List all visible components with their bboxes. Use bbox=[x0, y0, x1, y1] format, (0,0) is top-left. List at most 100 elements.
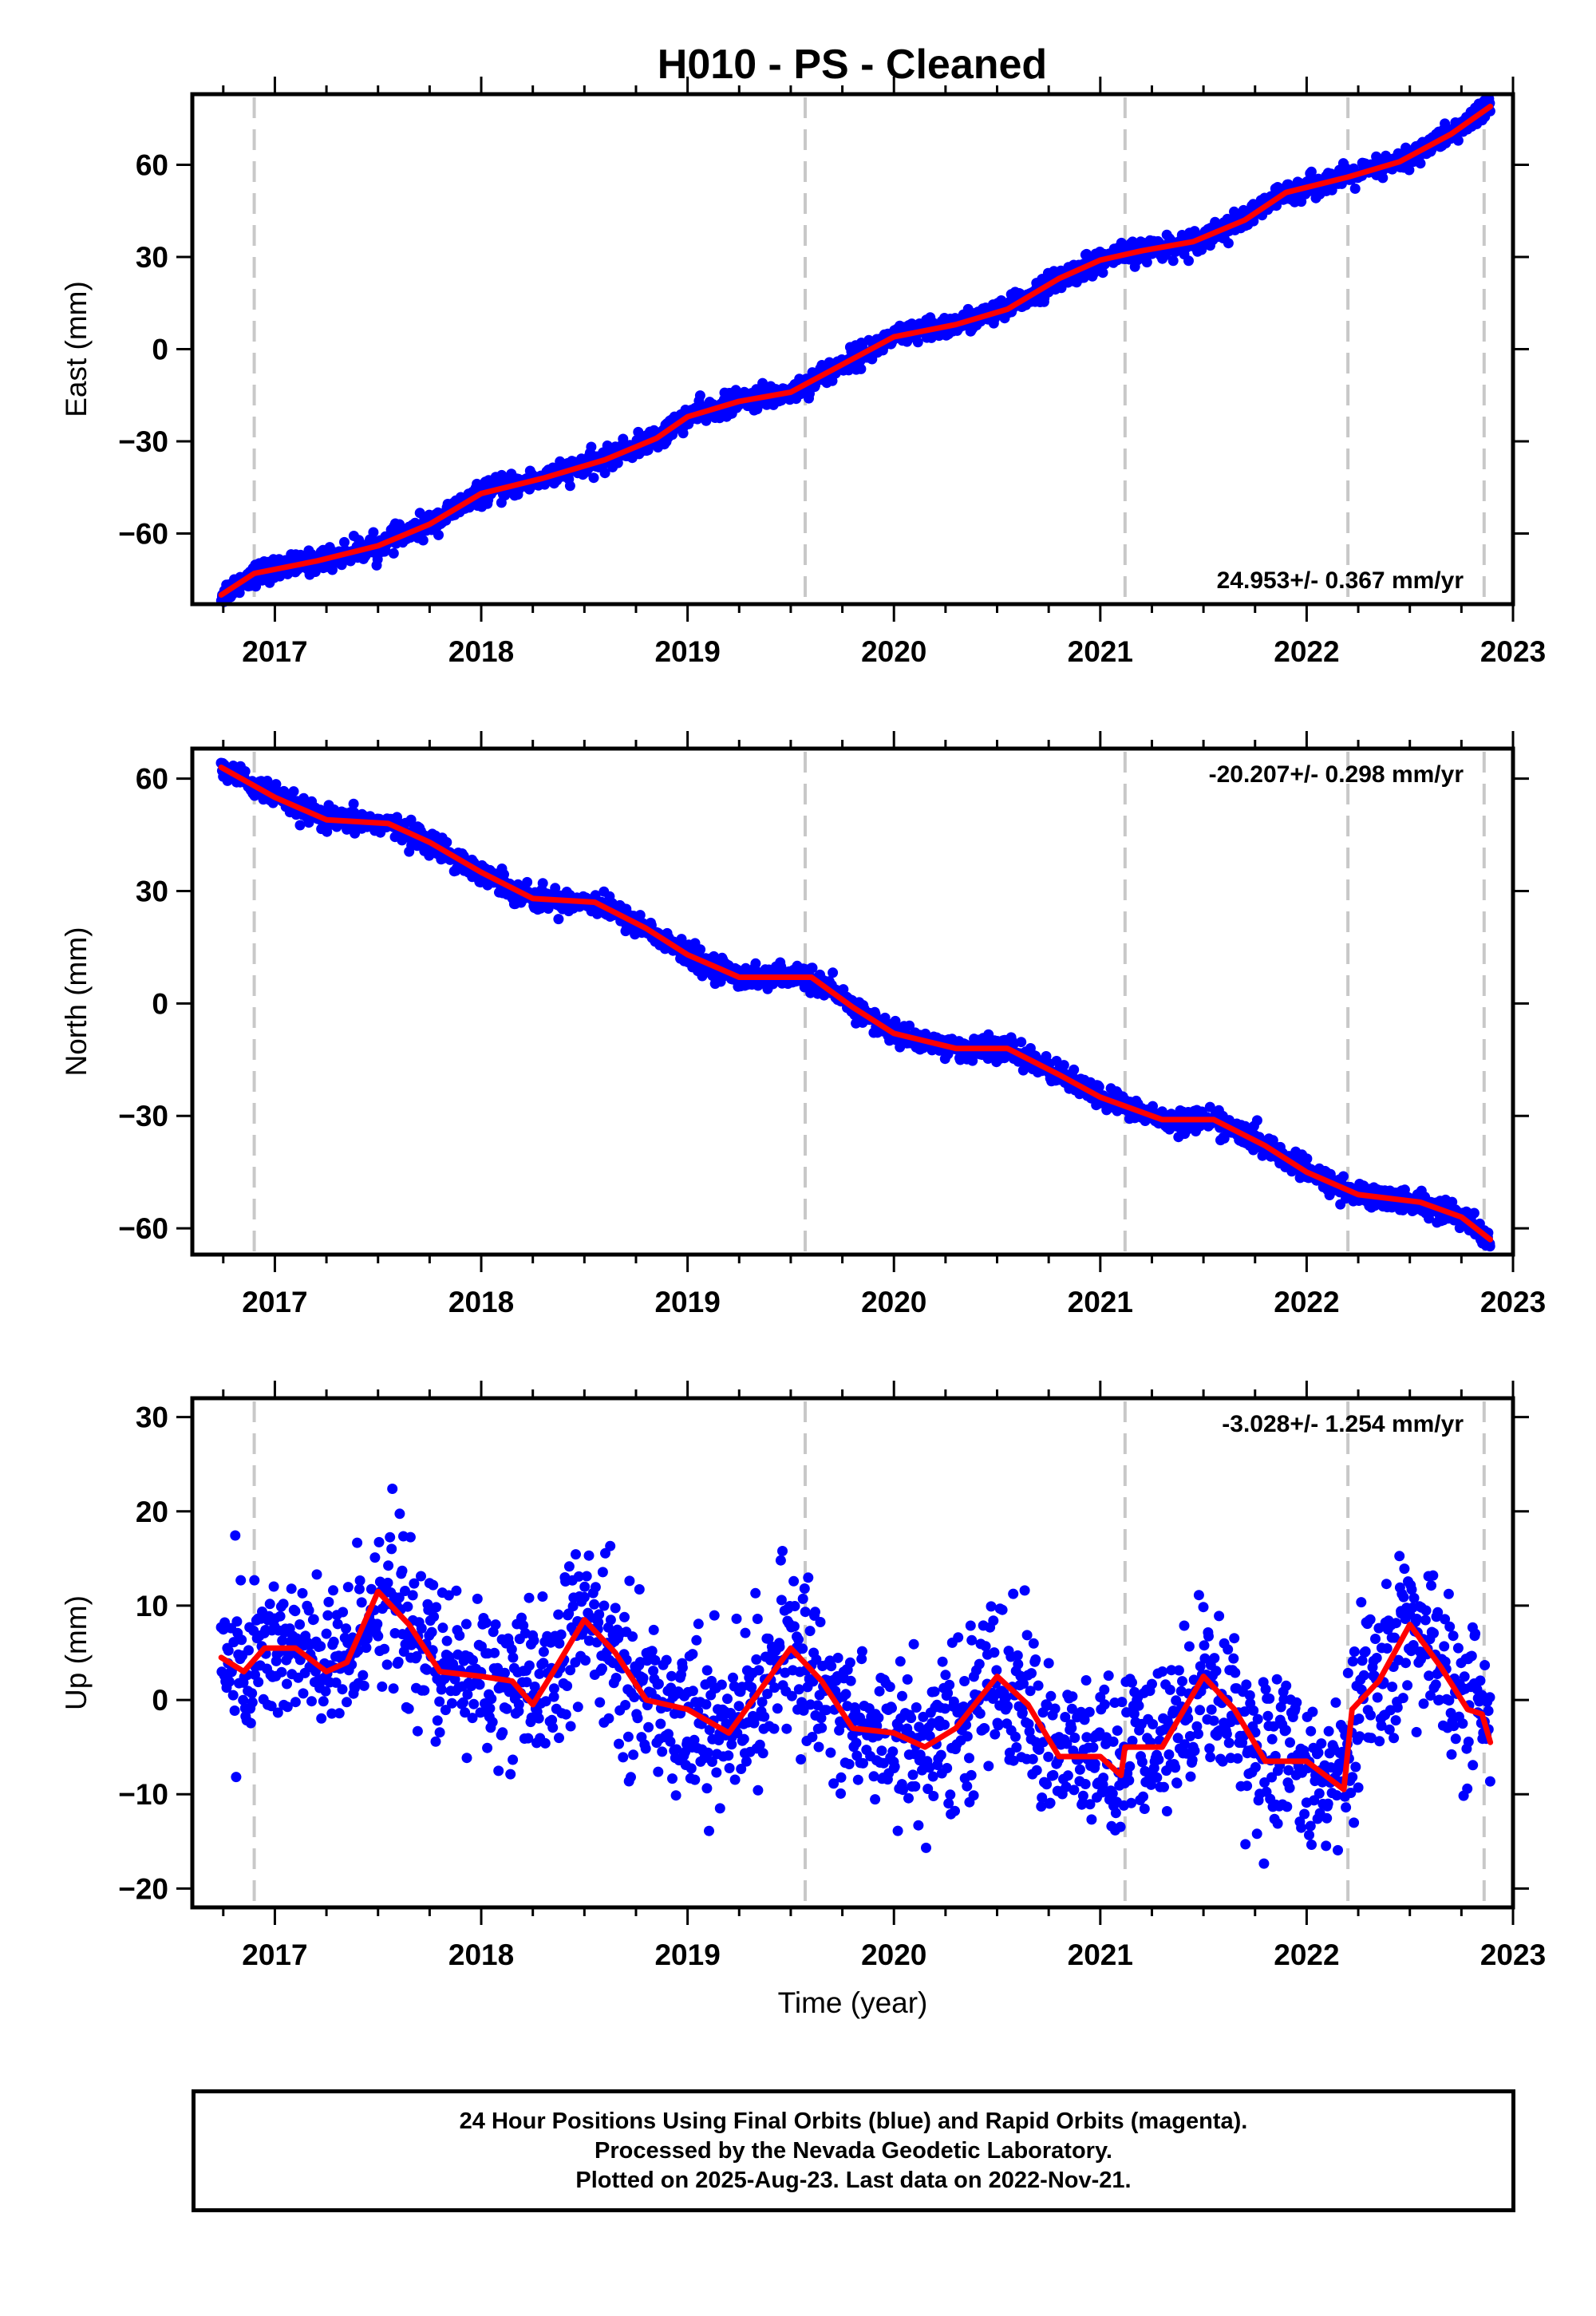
data-point bbox=[619, 1611, 630, 1622]
data-point bbox=[428, 1579, 439, 1591]
data-point bbox=[579, 1581, 591, 1592]
chart-title: H010 - PS - Cleaned bbox=[658, 41, 1047, 88]
data-point bbox=[793, 1634, 804, 1645]
data-point bbox=[387, 1484, 398, 1494]
data-point bbox=[487, 1717, 498, 1728]
data-point bbox=[382, 1577, 393, 1588]
data-point bbox=[341, 1623, 352, 1634]
data-point bbox=[689, 1774, 701, 1785]
data-point bbox=[597, 1663, 607, 1674]
data-point bbox=[227, 1690, 239, 1701]
data-point bbox=[911, 1702, 922, 1713]
data-point bbox=[253, 1677, 264, 1688]
data-point bbox=[594, 1609, 605, 1620]
data-point bbox=[722, 1694, 733, 1705]
data-point bbox=[921, 1842, 931, 1853]
data-point bbox=[311, 1569, 322, 1580]
data-point bbox=[297, 1587, 308, 1599]
data-point bbox=[271, 779, 282, 790]
data-point bbox=[229, 1705, 240, 1716]
data-point bbox=[522, 876, 533, 887]
data-point bbox=[417, 535, 429, 546]
x-tick-label: 2017 bbox=[242, 1286, 307, 1318]
data-point bbox=[537, 1591, 548, 1602]
data-point bbox=[804, 1626, 816, 1637]
data-point bbox=[781, 1723, 792, 1734]
data-point bbox=[907, 1769, 918, 1780]
data-point bbox=[648, 1624, 659, 1635]
data-point bbox=[701, 1665, 713, 1676]
data-point bbox=[393, 1656, 404, 1667]
data-point bbox=[586, 441, 597, 453]
data-point bbox=[887, 1746, 899, 1757]
x-tick-label: 2023 bbox=[1480, 1286, 1546, 1318]
data-point bbox=[661, 1654, 672, 1666]
data-point bbox=[966, 1769, 977, 1780]
data-point bbox=[474, 1679, 485, 1690]
data-point bbox=[338, 1607, 349, 1618]
data-point bbox=[816, 1722, 828, 1733]
data-point bbox=[939, 1719, 950, 1730]
data-point bbox=[472, 1593, 483, 1604]
data-point bbox=[768, 1723, 780, 1734]
data-point bbox=[373, 1630, 384, 1642]
data-point bbox=[815, 1617, 826, 1627]
data-point bbox=[402, 1601, 413, 1612]
data-point bbox=[844, 1657, 855, 1668]
data-point bbox=[580, 1655, 591, 1666]
data-point bbox=[927, 1771, 938, 1782]
data-point bbox=[590, 1582, 601, 1593]
data-point bbox=[962, 1731, 973, 1742]
data-point bbox=[397, 1565, 408, 1576]
data-point bbox=[685, 1763, 697, 1774]
data-point bbox=[693, 1618, 704, 1630]
data-point bbox=[298, 1688, 309, 1699]
data-point bbox=[826, 1661, 837, 1672]
data-point bbox=[245, 1717, 256, 1729]
data-point bbox=[716, 1679, 727, 1690]
data-point bbox=[501, 1703, 512, 1714]
data-point bbox=[775, 1555, 786, 1566]
data-point bbox=[1141, 257, 1152, 268]
data-point bbox=[372, 1618, 383, 1630]
data-point bbox=[695, 944, 706, 955]
data-point bbox=[620, 1700, 631, 1710]
x-tick-label: 2020 bbox=[861, 635, 926, 668]
data-point bbox=[838, 984, 849, 995]
data-point bbox=[750, 1587, 761, 1599]
data-point bbox=[694, 390, 705, 401]
data-point bbox=[316, 1713, 327, 1724]
data-point bbox=[419, 1685, 430, 1696]
data-point bbox=[388, 1683, 399, 1694]
data-point bbox=[851, 1737, 862, 1749]
data-point bbox=[334, 1708, 345, 1719]
data-point bbox=[845, 1675, 856, 1686]
data-point bbox=[581, 1571, 592, 1582]
x-tick-label: 2018 bbox=[448, 1286, 514, 1318]
data-point bbox=[627, 1631, 638, 1642]
data-point bbox=[643, 1721, 654, 1733]
y-tick-label: 0 bbox=[152, 334, 168, 366]
data-point bbox=[856, 1646, 867, 1657]
data-point bbox=[595, 1697, 606, 1708]
data-point bbox=[523, 1592, 535, 1603]
data-point bbox=[432, 1715, 443, 1726]
data-point bbox=[774, 1642, 785, 1652]
data-point bbox=[1468, 1207, 1479, 1219]
data-point bbox=[618, 1752, 629, 1763]
data-point bbox=[612, 457, 623, 468]
data-point bbox=[386, 1543, 397, 1555]
data-point bbox=[1069, 1064, 1080, 1075]
data-point bbox=[430, 1736, 441, 1747]
final-orbit-points bbox=[215, 93, 1495, 607]
x-tick-label: 2023 bbox=[1480, 635, 1546, 668]
data-point bbox=[638, 1673, 649, 1684]
data-point bbox=[356, 1597, 367, 1608]
data-point bbox=[646, 1646, 658, 1657]
x-tick-label: 2021 bbox=[1068, 635, 1133, 668]
data-point bbox=[342, 1697, 352, 1708]
data-point bbox=[235, 1575, 247, 1586]
data-point bbox=[598, 1600, 610, 1611]
data-point bbox=[797, 1643, 808, 1654]
data-point bbox=[230, 1530, 241, 1541]
